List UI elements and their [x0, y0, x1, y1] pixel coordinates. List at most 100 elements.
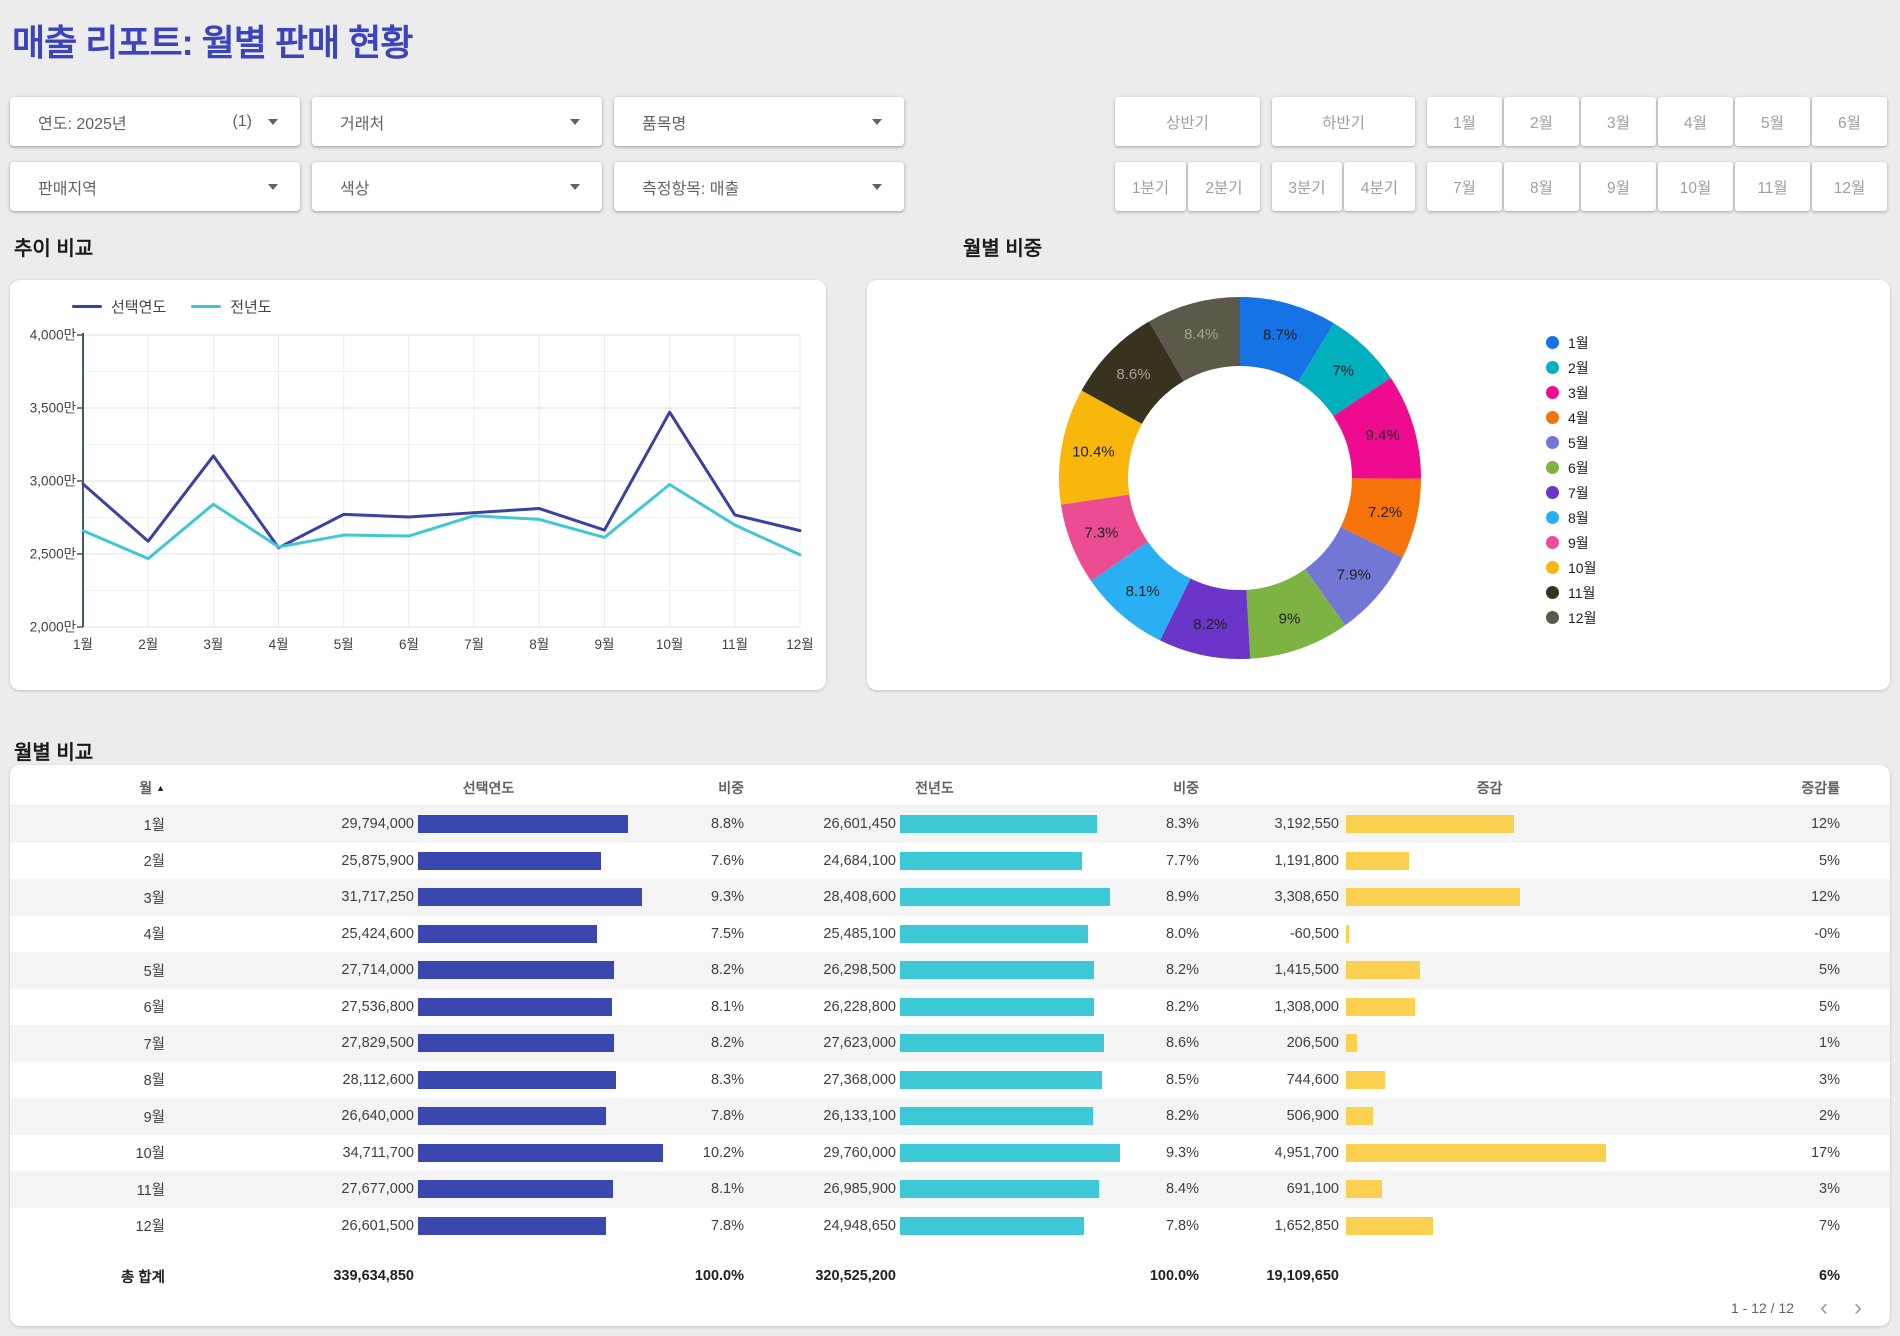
- pagination-prev-button[interactable]: ‹: [1820, 1294, 1828, 1321]
- col-header-selected-year[interactable]: 선택연도: [462, 780, 515, 796]
- donut-legend-item-month-2[interactable]: 2월: [1546, 355, 1596, 380]
- month-12-button[interactable]: 12월: [1812, 162, 1887, 211]
- donut-legend-item-month-5[interactable]: 5월: [1546, 430, 1596, 455]
- donut-slice-month-9[interactable]: [1060, 494, 1148, 581]
- col-header-share[interactable]: 비중: [718, 780, 744, 796]
- donut-slice-month-2[interactable]: [1298, 323, 1391, 417]
- previous-year-line: [81, 483, 802, 561]
- donut-slice-month-5[interactable]: [1305, 527, 1403, 626]
- table-row[interactable]: 5월 27,714,000 8.2% 26,298,500 8.2% 1,415,500 5…: [10, 952, 1890, 989]
- filter-label: 판매지역: [38, 180, 97, 198]
- col-header-rate[interactable]: 증감률: [1801, 780, 1840, 796]
- donut-legend-item-month-1[interactable]: 1월: [1546, 330, 1596, 355]
- first-half-button[interactable]: 상반기: [1115, 97, 1260, 146]
- month-4-button[interactable]: 4월: [1658, 97, 1733, 146]
- color-filter[interactable]: 색상: [312, 162, 602, 211]
- col-header-prev-share[interactable]: 비중: [1173, 780, 1199, 796]
- cell-prev-bar: [896, 1180, 1125, 1199]
- item-filter[interactable]: 품목명: [614, 97, 904, 146]
- donut-slice-month-10[interactable]: [1059, 390, 1142, 505]
- cell-selected-value: 25,424,600: [341, 925, 414, 942]
- donut-legend-item-month-12[interactable]: 12월: [1546, 605, 1596, 630]
- donut-slice-month-4[interactable]: [1340, 478, 1421, 558]
- trend-x-tick: 8월: [529, 637, 549, 652]
- trend-legend-item-selected-year[interactable]: 선택연도: [72, 296, 166, 317]
- cell-rate: 3%: [1819, 1181, 1840, 1198]
- table-row[interactable]: 2월 25,875,900 7.6% 24,684,100 7.7% 1,191,800 5…: [10, 843, 1890, 880]
- cell-selected-value: 29,794,000: [341, 816, 414, 833]
- donut-slice-month-3[interactable]: [1333, 377, 1421, 479]
- cell-selected-bar: [414, 1143, 690, 1162]
- region-filter[interactable]: 판매지역: [10, 162, 300, 211]
- donut-slice-month-12[interactable]: [1149, 297, 1240, 382]
- table-row[interactable]: 9월 26,640,000 7.8% 26,133,100 8.2% 506,900 2%: [10, 1098, 1890, 1135]
- month-1-button[interactable]: 1월: [1427, 97, 1502, 146]
- cell-selected-bar: [414, 1107, 690, 1126]
- donut-slice-month-8[interactable]: [1091, 541, 1191, 641]
- month-2-button[interactable]: 2월: [1504, 97, 1579, 146]
- donut-legend-item-month-6[interactable]: 6월: [1546, 455, 1596, 480]
- table-row[interactable]: 4월 25,424,600 7.5% 25,485,100 8.0% -60,500 -0%: [10, 916, 1890, 953]
- donut-legend-item-month-9[interactable]: 9월: [1546, 530, 1596, 555]
- donut-slice-month-6[interactable]: [1246, 569, 1346, 659]
- month-3-button[interactable]: 3월: [1581, 97, 1656, 146]
- table-row[interactable]: 3월 31,717,250 9.3% 28,408,600 8.9% 3,308,650 1…: [10, 879, 1890, 916]
- donut-legend-item-month-8[interactable]: 8월: [1546, 505, 1596, 530]
- donut-slice-month-1[interactable]: [1240, 297, 1334, 383]
- filter-label: 색상: [340, 180, 370, 198]
- donut-legend-item-month-4[interactable]: 4월: [1546, 405, 1596, 430]
- chevron-down-icon: [570, 183, 580, 190]
- legend-label: 12월: [1568, 609, 1597, 626]
- table-row[interactable]: 10월 34,711,700 10.2% 29,760,000 9.3% 4,951,70…: [10, 1135, 1890, 1172]
- cell-prev-share: 8.3%: [1165, 816, 1199, 833]
- col-header-diff[interactable]: 증감: [1476, 780, 1503, 796]
- trend-legend-item-previous-year[interactable]: 전년도: [191, 296, 272, 317]
- cell-rate: 5%: [1819, 962, 1840, 979]
- legend-dot: [1546, 361, 1559, 374]
- table-row[interactable]: 6월 27,536,800 8.1% 26,228,800 8.2% 1,308,000 5…: [10, 989, 1890, 1026]
- selected-bar: [418, 961, 614, 980]
- cell-diff-value: 1,415,500: [1274, 962, 1339, 979]
- cell-prev-value: 26,985,900: [823, 1181, 896, 1198]
- cell-diff-bar: [1339, 1216, 1610, 1235]
- month-9-button[interactable]: 9월: [1581, 162, 1656, 211]
- legend-line-swatch: [72, 304, 102, 309]
- cell-prev-value: 28,408,600: [823, 889, 896, 906]
- year-filter[interactable]: 연도: 2025년 (1): [10, 97, 300, 146]
- donut-slice-month-7[interactable]: [1160, 578, 1251, 659]
- cell-month: 8월: [143, 1073, 165, 1090]
- month-11-button[interactable]: 11월: [1735, 162, 1810, 211]
- second-half-button[interactable]: 하반기: [1272, 97, 1415, 146]
- month-8-button[interactable]: 8월: [1504, 162, 1579, 211]
- diff-bar: [1346, 1180, 1382, 1199]
- table-row[interactable]: 8월 28,112,600 8.3% 27,368,000 8.5% 744,600 3%: [10, 1062, 1890, 1099]
- q1-button[interactable]: 1분기: [1115, 162, 1186, 211]
- table-row[interactable]: 12월 26,601,500 7.8% 24,948,650 7.8% 1,652,850…: [10, 1208, 1890, 1245]
- col-header-month[interactable]: 월 ▲: [139, 780, 165, 796]
- donut-slice-label: 8.1%: [1126, 583, 1160, 600]
- month-7-button[interactable]: 7월: [1427, 162, 1502, 211]
- month-5-button[interactable]: 5월: [1735, 97, 1810, 146]
- table-row[interactable]: 7월 27,829,500 8.2% 27,623,000 8.6% 206,500 1%: [10, 1025, 1890, 1062]
- trend-section-title: 추이 비교: [14, 238, 94, 260]
- filter-label: 연도: 2025년: [38, 115, 127, 133]
- donut-legend-item-month-3[interactable]: 3월: [1546, 380, 1596, 405]
- cell-selected-bar: [414, 1180, 690, 1199]
- month-10-button[interactable]: 10월: [1658, 162, 1733, 211]
- metric-filter[interactable]: 측정항목: 매출: [614, 162, 904, 211]
- donut-slice-month-11[interactable]: [1081, 321, 1184, 424]
- donut-legend-item-month-11[interactable]: 11월: [1546, 580, 1596, 605]
- col-header-previous-year[interactable]: 전년도: [915, 780, 954, 796]
- month-6-button[interactable]: 6월: [1812, 97, 1887, 146]
- cell-diff-value: 206,500: [1286, 1035, 1339, 1052]
- table-row[interactable]: 11월 27,677,000 8.1% 26,985,900 8.4% 691,100 3%: [10, 1171, 1890, 1208]
- q3-button[interactable]: 3분기: [1272, 162, 1342, 211]
- client-filter[interactable]: 거래처: [312, 97, 602, 146]
- q2-button[interactable]: 2분기: [1188, 162, 1260, 211]
- table-row[interactable]: 1월 29,794,000 8.8% 26,601,450 8.3% 3,192,550 1…: [10, 806, 1890, 843]
- donut-legend-item-month-10[interactable]: 10월: [1546, 555, 1596, 580]
- pagination-next-button[interactable]: ›: [1854, 1294, 1862, 1321]
- cell-share: 8.1%: [710, 998, 744, 1015]
- donut-legend-item-month-7[interactable]: 7월: [1546, 480, 1596, 505]
- q4-button[interactable]: 4분기: [1344, 162, 1415, 211]
